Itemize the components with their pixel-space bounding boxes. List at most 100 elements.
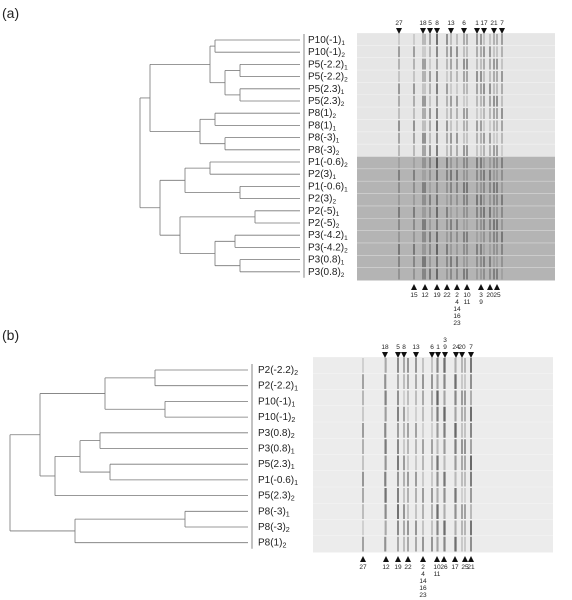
- gel-band: [456, 219, 458, 231]
- gel-band: [436, 268, 438, 280]
- gel-band: [470, 374, 472, 389]
- marker-arrow: [454, 284, 460, 290]
- gel-band: [480, 194, 482, 206]
- lane-name: P10(-1): [258, 412, 291, 423]
- gel-band: [431, 423, 433, 438]
- gel-band: [489, 83, 491, 95]
- gel-band: [431, 536, 433, 552]
- gel-band: [384, 390, 386, 406]
- gel-band: [464, 439, 466, 454]
- gel-band: [429, 182, 431, 194]
- marker-arrow: [434, 28, 440, 34]
- gel-band: [489, 157, 491, 169]
- gel-band: [398, 46, 400, 58]
- gel-band: [431, 358, 433, 373]
- gel-band: [476, 83, 478, 95]
- gel-band: [436, 58, 438, 70]
- gel-band: [470, 423, 472, 438]
- gel-band: [496, 83, 498, 95]
- gel-band: [443, 439, 445, 454]
- gel-band: [461, 488, 463, 503]
- gel-band: [444, 455, 446, 471]
- gel-band: [384, 504, 386, 519]
- gel-band: [429, 268, 431, 280]
- gel-band: [476, 256, 478, 268]
- gel-band: [437, 358, 439, 373]
- gel-band: [398, 108, 400, 119]
- gel-band: [444, 390, 446, 406]
- gel-band: [483, 46, 485, 58]
- gel-band: [461, 520, 463, 536]
- gel-band: [454, 358, 456, 373]
- gel-band: [422, 268, 424, 280]
- lane-name: P1(-0.6): [258, 475, 294, 486]
- gel-band: [403, 423, 405, 438]
- lane-replicate: 1: [291, 447, 295, 455]
- gel-band: [470, 536, 472, 552]
- gel-band: [436, 268, 438, 280]
- gel-band: [413, 194, 415, 206]
- lane-label: P10(-1)1: [258, 396, 295, 408]
- gel-band: [493, 194, 495, 206]
- gel-band: [436, 206, 438, 218]
- gel-band: [422, 536, 424, 552]
- gel-band: [385, 439, 387, 454]
- lane-label: P3(0.8)2: [258, 427, 295, 439]
- lane-label: P3(0.8)2: [308, 266, 345, 278]
- gel-lane: [313, 405, 553, 423]
- gel-band: [476, 58, 478, 70]
- gel-band: [476, 71, 478, 82]
- marker-arrow: [382, 352, 388, 358]
- gel-band: [480, 243, 482, 255]
- gel-band: [463, 145, 465, 156]
- gel-band: [436, 243, 438, 255]
- gel-band: [483, 169, 485, 181]
- gel-band: [436, 182, 438, 194]
- lane-label: P10(-1)2: [258, 412, 295, 424]
- gel-band: [463, 182, 465, 194]
- gel-band: [424, 157, 426, 169]
- gel-band: [496, 169, 498, 181]
- gel-band: [362, 471, 364, 487]
- lane-name: P5(-2.2): [308, 71, 344, 82]
- gel-band: [456, 169, 458, 181]
- lane-label: P5(2.3)2: [258, 490, 295, 502]
- gel-band: [362, 358, 364, 373]
- gel-band: [489, 145, 491, 156]
- gel-band: [446, 169, 448, 181]
- gel-band: [436, 95, 438, 107]
- gel-band: [496, 34, 498, 45]
- lane-replicate: 2: [344, 162, 348, 169]
- gel-band: [496, 108, 498, 119]
- gel-band: [463, 206, 465, 218]
- gel-band: [450, 108, 452, 119]
- gel-band: [424, 132, 426, 144]
- marker-arrow: [459, 352, 465, 358]
- gel-band: [384, 439, 386, 454]
- gel-band: [454, 455, 456, 471]
- gel-band: [483, 132, 485, 144]
- gel-band: [436, 132, 438, 144]
- gel-band: [407, 471, 409, 487]
- gel-band: [413, 58, 415, 70]
- gel-band: [415, 390, 417, 406]
- marker-arrow: [395, 556, 401, 562]
- gel-band: [424, 108, 426, 119]
- band-label: 8: [402, 344, 406, 351]
- gel-band: [476, 46, 478, 58]
- gel-band: [466, 108, 468, 119]
- gel-band: [450, 268, 452, 280]
- lane-name: P5(2.3): [258, 459, 291, 470]
- gel-band: [436, 219, 438, 231]
- gel-band: [463, 71, 465, 82]
- gel-band: [456, 46, 458, 58]
- gel-band: [397, 423, 399, 438]
- gel-band: [489, 95, 491, 107]
- lane-label: P1(-0.6)1: [258, 475, 298, 487]
- gel-band: [470, 374, 472, 389]
- gel-band: [422, 95, 424, 107]
- gel-band: [446, 268, 448, 280]
- gel-band: [413, 46, 415, 58]
- gel-band: [463, 46, 465, 58]
- lane-name: P8(-3): [258, 522, 286, 533]
